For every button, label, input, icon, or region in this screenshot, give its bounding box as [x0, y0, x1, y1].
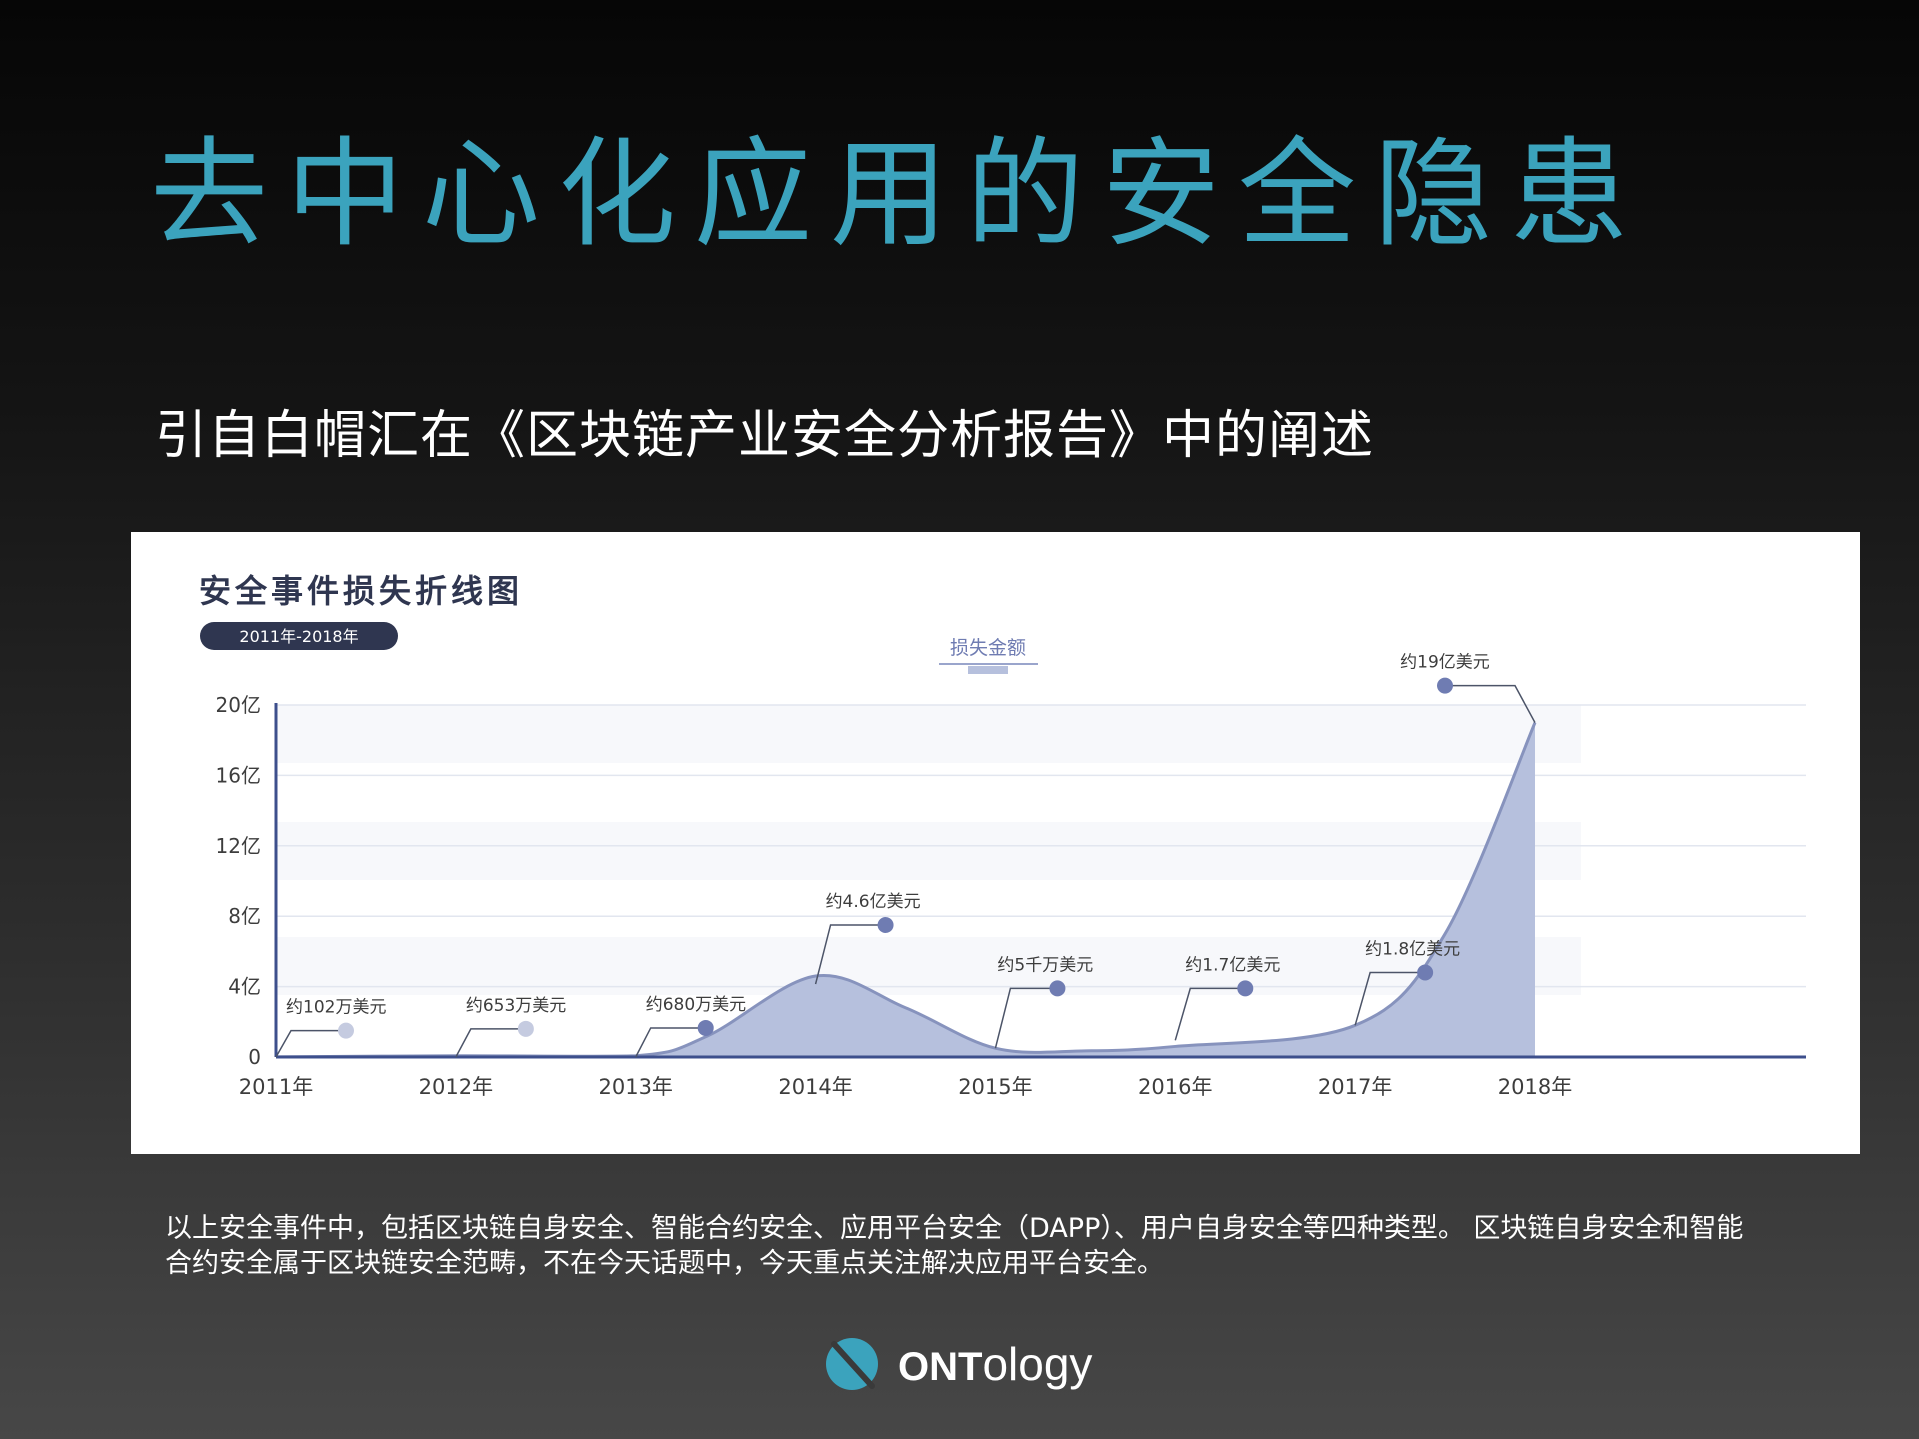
- axes: [274, 703, 1806, 1059]
- x-tick-label: 2014年: [778, 1075, 852, 1099]
- x-tick-label: 2017年: [1318, 1075, 1392, 1099]
- annotation-label: 约1.7亿美元: [1185, 955, 1280, 975]
- annotation-label: 约680万美元: [646, 995, 746, 1015]
- annotation-dot: [1437, 677, 1453, 694]
- logo-text-strong: ONT: [898, 1345, 983, 1389]
- x-tick-label: 2013年: [598, 1075, 672, 1099]
- annotation-leader: [635, 1027, 706, 1058]
- logo-text-light: ology: [982, 1338, 1093, 1390]
- footnote-line-1: 以上安全事件中，包括区块链自身安全、智能合约安全、应用平台安全（DAPP）、用户…: [165, 1213, 1744, 1244]
- annotation-dot: [697, 1019, 714, 1036]
- x-tick-label: 2015年: [958, 1075, 1032, 1099]
- grid-lines: [276, 704, 1806, 988]
- annotation-label: 约102万美元: [286, 998, 386, 1018]
- footnote-line-2: 合约安全属于区块链安全范畴，不在今天话题中，今天重点关注解决应用平台安全。: [165, 1248, 1164, 1279]
- y-tick-label: 0: [248, 1045, 261, 1069]
- y-tick-label: 20亿: [216, 693, 261, 717]
- ontology-wordmark: ONT ology: [898, 1341, 1092, 1387]
- slide-title: 去中心化应用的安全隐患: [150, 125, 1647, 263]
- legend-label: 损失金额: [950, 637, 1026, 659]
- ontology-logo-icon: [826, 1338, 878, 1390]
- annotation-label: 约653万美元: [466, 996, 566, 1016]
- ontology-logo: ONT ology: [824, 1335, 1092, 1393]
- y-tick-label: 16亿: [216, 763, 261, 787]
- annotation-label: 约19亿美元: [1400, 653, 1490, 673]
- tick-labels: 0 4亿 8亿 12亿 16亿 20亿 2011年 2012年 2013年 2014年 2015年 2…: [216, 693, 1573, 1099]
- chart-subtitle: 2011年-2018年: [239, 627, 358, 646]
- series-area: [275, 722, 1537, 1059]
- y-tick-label: 12亿: [216, 834, 261, 858]
- annotation-dot: [338, 1022, 354, 1039]
- x-tick-label: 2016年: [1138, 1075, 1212, 1099]
- x-tick-label: 2012年: [419, 1075, 493, 1099]
- annotation-leader: [1445, 684, 1536, 723]
- annotation-leader: [455, 1028, 526, 1058]
- series-line: [275, 722, 1537, 1059]
- annotation-dot: [1237, 980, 1254, 997]
- x-tick-label: 2011年: [239, 1075, 313, 1099]
- annotation-leader: [814, 924, 886, 985]
- annotation-dot: [517, 1020, 534, 1037]
- annotation-label: 约5千万美元: [997, 955, 1093, 975]
- annotation-dot: [1417, 964, 1434, 981]
- annotation-label: 约1.8亿美元: [1365, 940, 1460, 960]
- y-tick-label: 4亿: [228, 975, 261, 999]
- legend-swatch: [968, 666, 1008, 674]
- y-tick-label: 8亿: [228, 904, 261, 928]
- chart-subtitle-badge: [200, 622, 398, 650]
- plot-background: [276, 705, 1581, 995]
- chart-title: 安全事件损失折线图: [199, 572, 523, 610]
- series-area-fill: [276, 722, 1535, 1057]
- annotation-leader: [275, 1029, 346, 1058]
- annotation-leader: [1354, 971, 1426, 1026]
- annotation-label: 约4.6亿美元: [826, 892, 921, 912]
- footnote: 以上安全事件中，包括区块链自身安全、智能合约安全、应用平台安全（DAPP）、用户…: [165, 1211, 1825, 1281]
- annotation-leader: [1174, 987, 1246, 1041]
- loss-area-chart: 0 4亿 8亿 12亿 16亿 20亿 2011年 2012年 2013年 2014年 2015年 2…: [199, 572, 1806, 1099]
- chart-card: 0 4亿 8亿 12亿 16亿 20亿 2011年 2012年 2013年 2014年 2015年 2…: [131, 532, 1860, 1154]
- annotation-dot: [877, 917, 894, 933]
- annotation-leader: [994, 987, 1058, 1049]
- annotation-dot: [1049, 980, 1066, 997]
- slide-subtitle: 引自白帽汇在《区块链产业安全分析报告》中的阐述: [155, 406, 1375, 466]
- x-tick-label: 2018年: [1498, 1075, 1572, 1099]
